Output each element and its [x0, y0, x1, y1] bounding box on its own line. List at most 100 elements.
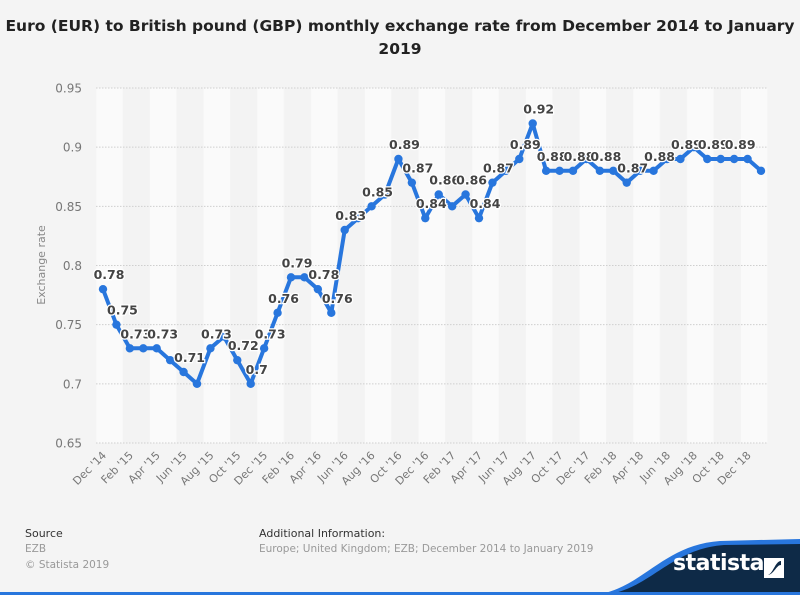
data-point: [622, 178, 631, 187]
copyright: © Statista 2019: [25, 559, 110, 571]
y-tick-label: 0.9: [63, 141, 82, 155]
data-point: [434, 190, 443, 199]
source-label: Source: [25, 527, 63, 540]
column-band: [445, 88, 472, 443]
data-label: 0.86: [429, 173, 460, 188]
data-label: 0.84: [470, 196, 501, 211]
data-point: [407, 178, 417, 187]
gridlines: [96, 87, 768, 444]
data-label: 0.89: [671, 137, 702, 152]
data-point: [286, 273, 296, 282]
data-point: [729, 154, 739, 164]
data-point: [179, 367, 188, 377]
data-point: [125, 344, 135, 353]
data-label: 0.88: [537, 149, 568, 164]
source-value: EZB: [25, 543, 47, 555]
data-point: [152, 344, 161, 353]
column-band: [499, 88, 526, 443]
data-point: [447, 202, 457, 211]
data-point: [353, 213, 363, 223]
additional-info-label: Additional Information:: [259, 527, 386, 540]
data-point: [139, 344, 148, 353]
data-label: 0.71: [174, 350, 205, 365]
data-label: 0.7: [246, 362, 268, 377]
data-point: [313, 284, 323, 294]
data-point: [259, 344, 269, 353]
data-point: [474, 213, 484, 223]
data-point: [233, 355, 242, 365]
data-point: [246, 379, 255, 389]
data-point: [206, 344, 215, 353]
data-label: 0.88: [590, 149, 621, 164]
statista-logo-text: statista: [673, 551, 764, 576]
data-point: [595, 166, 605, 176]
data-label: 0.73: [255, 326, 286, 341]
data-label: 0.75: [107, 303, 138, 318]
y-tick-label: 0.95: [55, 82, 82, 96]
data-point: [649, 166, 658, 176]
data-point: [541, 166, 551, 176]
data-point: [703, 154, 712, 164]
data-label: 0.73: [201, 326, 232, 341]
data-point: [394, 154, 403, 164]
data-label: 0.72: [228, 338, 259, 353]
data-label: 0.85: [362, 184, 393, 199]
data-point: [662, 154, 672, 164]
chart-title: Euro (EUR) to British pound (GBP) monthl…: [5, 17, 795, 58]
data-label: 0.89: [725, 137, 756, 152]
column-band: [472, 88, 499, 443]
data-label: 0.76: [322, 291, 353, 306]
data-point: [582, 154, 591, 164]
data-label: 0.78: [308, 267, 339, 282]
y-tick-label: 0.85: [55, 200, 82, 214]
data-point: [421, 213, 430, 223]
data-label: 0.92: [523, 102, 554, 117]
data-point: [380, 190, 390, 199]
data-label: 0.76: [268, 291, 299, 306]
data-point: [689, 142, 699, 152]
data-point: [635, 166, 645, 176]
y-tick-label: 0.8: [63, 259, 82, 273]
data-point: [528, 119, 537, 128]
data-point: [273, 308, 282, 318]
data-labels: 0.780.750.730.730.710.730.720.70.730.760…: [92, 100, 756, 378]
y-axis-ticks: 0.65 0.7 0.75 0.8 0.85 0.9 0.95: [55, 82, 82, 451]
additional-info-value: Europe; United Kingdom; EZB; December 20…: [259, 543, 594, 555]
data-point: [165, 355, 175, 365]
data-label: 0.87: [402, 161, 433, 176]
data-point: [609, 166, 618, 176]
y-tick-label: 0.65: [55, 437, 82, 451]
column-band: [418, 88, 445, 443]
data-point: [300, 273, 309, 282]
data-label: 0.87: [617, 161, 648, 176]
data-point: [327, 308, 336, 318]
data-point: [743, 154, 752, 164]
data-label: 0.83: [335, 208, 366, 223]
data-point: [192, 379, 202, 389]
data-label: 0.88: [644, 149, 675, 164]
data-point: [515, 154, 524, 164]
data-point: [461, 190, 470, 199]
data-label: 0.73: [147, 326, 178, 341]
data-point: [501, 166, 511, 176]
statista-logo-banner: [0, 539, 800, 595]
data-label: 0.86: [456, 173, 487, 188]
data-label: 0.87: [483, 161, 514, 176]
data-point: [716, 154, 725, 164]
data-point: [367, 202, 376, 211]
column-band: [552, 88, 580, 443]
data-point: [555, 166, 564, 176]
data-label: 0.84: [416, 196, 447, 211]
data-point: [676, 154, 685, 164]
data-label: 0.89: [510, 137, 541, 152]
data-point: [112, 320, 121, 329]
column-band: [606, 88, 633, 443]
data-point: [568, 166, 578, 176]
data-label: 0.73: [120, 326, 151, 341]
data-label: 0.88: [564, 149, 595, 164]
data-points: [98, 119, 766, 389]
data-label: 0.78: [94, 267, 125, 282]
data-label: 0.89: [698, 137, 729, 152]
